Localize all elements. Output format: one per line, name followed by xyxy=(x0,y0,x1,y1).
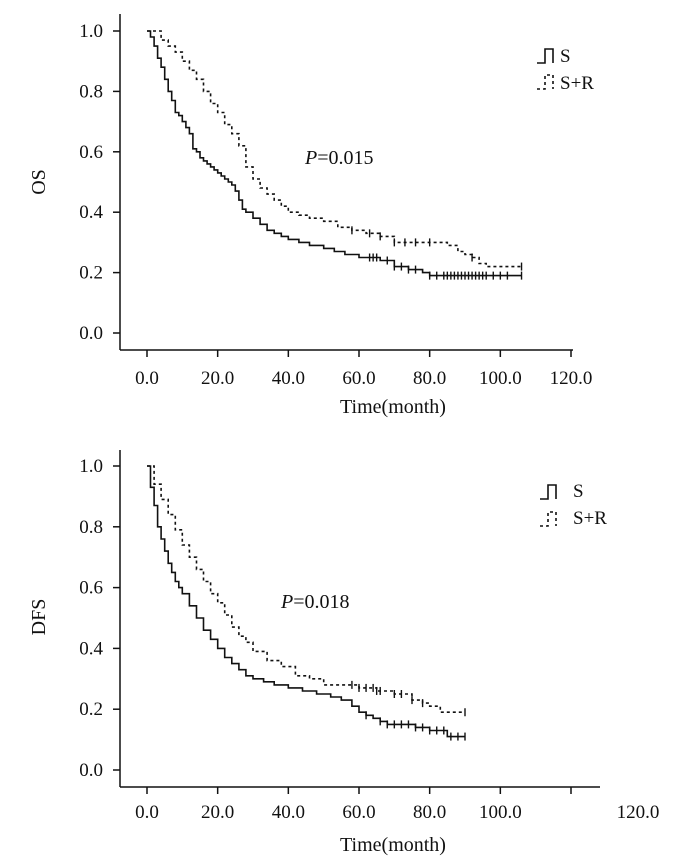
dfs-y-tick-label: 0.6 xyxy=(79,578,103,599)
dfs-x-tick-label: 100.0 xyxy=(479,802,522,823)
dfs-legend: S S+R xyxy=(540,481,607,529)
os-y-axis-label: OS xyxy=(28,169,50,195)
os-curve-sr xyxy=(147,30,522,268)
dfs-y-tick-label: 0.8 xyxy=(79,517,103,538)
os-p-italic: P xyxy=(304,147,317,169)
os-curve-s xyxy=(147,30,522,277)
os-legend-swatch-s xyxy=(537,48,554,64)
dfs-x-axis-label: Time(month) xyxy=(340,834,446,856)
dfs-curve-sr xyxy=(147,465,465,713)
os-x-tick-label: 80.0 xyxy=(413,368,446,389)
dfs-x-tick-label: 120.0 xyxy=(617,802,660,823)
dfs-x-tick-label: 40.0 xyxy=(272,802,305,823)
os-legend: S S+R xyxy=(537,46,594,94)
os-x-tick-label: 20.0 xyxy=(201,368,234,389)
os-legend-label-s: S xyxy=(560,46,571,67)
dfs-x-tick-label: 0.0 xyxy=(135,802,159,823)
os-x-tick-label: 40.0 xyxy=(272,368,305,389)
os-y-tick-label: 0.4 xyxy=(79,202,103,223)
dfs-x-tick-label: 80.0 xyxy=(413,802,446,823)
os-legend-swatch-sr xyxy=(537,74,554,90)
os-x-axis-label: Time(month) xyxy=(340,396,446,418)
dfs-legend-label-s: S xyxy=(573,481,584,502)
os-x-tick-label: 120.0 xyxy=(550,368,593,389)
os-y-tick-label: 0.8 xyxy=(79,81,103,102)
dfs-y-ticks: 0.0 0.2 0.4 0.6 0.8 1.0 xyxy=(79,456,120,781)
dfs-y-axis-label: DFS xyxy=(28,599,50,636)
os-y-ticks: 0.0 0.2 0.4 0.6 0.8 1.0 xyxy=(79,21,120,344)
dfs-p-text: =0.018 xyxy=(293,591,349,613)
dfs-p-value: P=0.018 xyxy=(280,591,350,613)
dfs-y-tick-label: 0.2 xyxy=(79,699,103,720)
os-x-tick-label: 60.0 xyxy=(342,368,375,389)
dfs-y-tick-label: 0.0 xyxy=(79,760,103,781)
dfs-x-tick-label: 20.0 xyxy=(201,802,234,823)
os-legend-label-sr: S+R xyxy=(560,73,594,94)
os-x-tick-label: 100.0 xyxy=(479,368,522,389)
dfs-y-tick-label: 0.4 xyxy=(79,638,103,659)
dfs-legend-label-sr: S+R xyxy=(573,508,607,529)
dfs-curves xyxy=(147,465,466,741)
os-x-tick-label: 0.0 xyxy=(135,368,159,389)
dfs-legend-swatch-s xyxy=(540,484,557,500)
dfs-legend-swatch-sr xyxy=(540,511,557,527)
os-p-value: P=0.015 xyxy=(304,147,374,169)
os-y-tick-label: 0.0 xyxy=(79,323,103,344)
os-curves xyxy=(147,30,523,280)
dfs-x-ticks: 0.0 20.0 40.0 60.0 80.0 100.0 120.0 xyxy=(135,787,659,823)
dfs-p-italic: P xyxy=(280,591,293,613)
os-y-tick-label: 0.6 xyxy=(79,142,103,163)
dfs-curve-s xyxy=(147,465,465,738)
os-y-tick-label: 1.0 xyxy=(79,21,103,42)
os-y-tick-label: 0.2 xyxy=(79,263,103,284)
os-chart: 0.0 0.2 0.4 0.6 0.8 1.0 0.0 20.0 40.0 60.0 80.0 10… xyxy=(28,14,594,418)
os-p-text: =0.015 xyxy=(317,147,373,169)
dfs-x-tick-label: 60.0 xyxy=(342,802,375,823)
dfs-y-tick-label: 1.0 xyxy=(79,456,103,477)
os-x-ticks: 0.0 20.0 40.0 60.0 80.0 100.0 120.0 xyxy=(135,350,592,389)
dfs-chart: 0.0 0.2 0.4 0.6 0.8 1.0 0.0 20.0 40.0 60.0 80.0 10… xyxy=(28,450,659,856)
